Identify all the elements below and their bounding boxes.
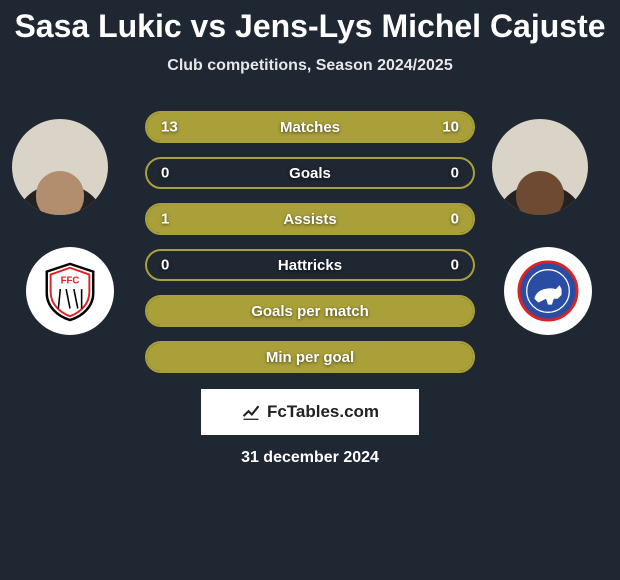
ipswich-crest-icon [517, 260, 579, 322]
club-crest-left: FFC [26, 247, 114, 335]
stat-bar-goals: 0 0 Goals [145, 157, 475, 189]
footer-date: 31 december 2024 [0, 449, 620, 467]
subtitle: Club competitions, Season 2024/2025 [0, 57, 620, 75]
brand-badge: FcTables.com [201, 389, 419, 435]
player-avatar-left [12, 119, 108, 215]
stat-value-right: 0 [451, 257, 459, 274]
stat-label: Matches [280, 119, 340, 136]
fulham-crest-icon: FFC [39, 260, 101, 322]
stat-label: Min per goal [266, 349, 354, 366]
chart-icon [241, 402, 261, 422]
stat-value-left: 0 [161, 257, 169, 274]
stat-bar-hattricks: 0 0 Hattricks [145, 249, 475, 281]
stat-label: Goals per match [251, 303, 369, 320]
page-title: Sasa Lukic vs Jens-Lys Michel Cajuste [0, 0, 620, 45]
svg-text:FFC: FFC [61, 275, 80, 286]
club-crest-right [504, 247, 592, 335]
stat-value-left: 1 [161, 211, 169, 228]
stat-value-right: 0 [451, 211, 459, 228]
avatar-head [36, 171, 84, 215]
stat-value-left: 0 [161, 165, 169, 182]
stat-bar-min-per-goal: Min per goal [145, 341, 475, 373]
stat-bar-matches: 13 10 Matches [145, 111, 475, 143]
brand-text: FcTables.com [267, 402, 379, 422]
stat-label: Assists [283, 211, 336, 228]
stat-value-left: 13 [161, 119, 178, 136]
stat-value-right: 10 [442, 119, 459, 136]
stat-bar-goals-per-match: Goals per match [145, 295, 475, 327]
player-avatar-right [492, 119, 588, 215]
comparison-content: FFC 1310Matches00Goals10Assists00Hattric… [0, 105, 620, 373]
stat-label: Hattricks [278, 257, 342, 274]
avatar-head [516, 171, 564, 215]
stat-bar-assists: 1 0 Assists [145, 203, 475, 235]
stat-value-right: 0 [451, 165, 459, 182]
stat-label: Goals [289, 165, 331, 182]
